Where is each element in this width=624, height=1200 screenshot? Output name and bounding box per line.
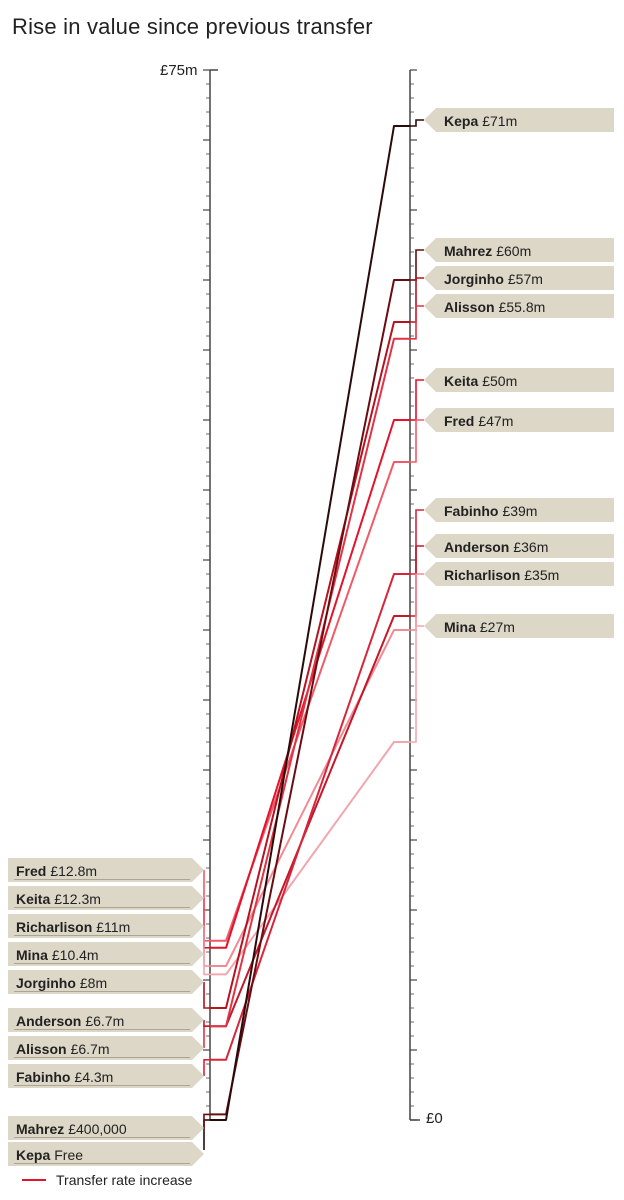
player-name: Mahrez: [444, 243, 492, 259]
figure: Rise in value since previous transfer £7…: [0, 0, 624, 1200]
chart-area: £75m £0 KepaFreeKepa£71mMahrez£400,000Ma…: [0, 60, 624, 1150]
to-label: Fred£47m: [436, 408, 614, 432]
to-label: Fabinho£39m: [436, 498, 614, 522]
player-name: Mina: [16, 947, 48, 963]
to-label: Alisson£55.8m: [436, 294, 614, 318]
legend: Transfer rate increase: [22, 1172, 192, 1188]
from-value: £12.8m: [50, 863, 97, 879]
from-value: £6.7m: [85, 1013, 124, 1029]
from-value: £8m: [80, 975, 107, 991]
from-label: KepaFree: [8, 1142, 192, 1166]
to-label: Kepa£71m: [436, 108, 614, 132]
from-value: £6.7m: [71, 1041, 110, 1057]
player-name: Alisson: [16, 1041, 67, 1057]
player-name: Fred: [16, 863, 46, 879]
from-label: Jorginho£8m: [8, 970, 192, 994]
player-name: Anderson: [16, 1013, 81, 1029]
from-label: Fred£12.8m: [8, 858, 192, 882]
player-name: Kepa: [16, 1147, 50, 1163]
legend-swatch: [22, 1179, 46, 1181]
from-value: £400,000: [68, 1121, 126, 1137]
to-label: Mahrez£60m: [436, 238, 614, 262]
from-label: Keita£12.3m: [8, 886, 192, 910]
from-label: Mahrez£400,000: [8, 1116, 192, 1140]
from-label: Richarlison£11m: [8, 914, 192, 938]
to-value: £55.8m: [499, 299, 546, 315]
player-name: Richarlison: [16, 919, 92, 935]
chart-title: Rise in value since previous transfer: [12, 14, 373, 40]
to-value: £36m: [513, 539, 548, 555]
to-value: £57m: [508, 271, 543, 287]
from-label: Alisson£6.7m: [8, 1036, 192, 1060]
player-name: Richarlison: [444, 567, 520, 583]
player-name: Mahrez: [16, 1121, 64, 1137]
player-name: Alisson: [444, 299, 495, 315]
from-value: £4.3m: [74, 1069, 113, 1085]
to-label: Richarlison£35m: [436, 562, 614, 586]
player-name: Fabinho: [16, 1069, 70, 1085]
to-value: £60m: [496, 243, 531, 259]
from-value: £10.4m: [52, 947, 99, 963]
to-value: £39m: [502, 503, 537, 519]
player-name: Anderson: [444, 539, 509, 555]
from-label: Anderson£6.7m: [8, 1008, 192, 1032]
player-name: Mina: [444, 619, 476, 635]
to-value: £35m: [524, 567, 559, 583]
to-value: £71m: [482, 113, 517, 129]
from-label: Fabinho£4.3m: [8, 1064, 192, 1088]
axis-min-label: £0: [426, 1110, 443, 1127]
from-value: Free: [54, 1147, 83, 1163]
to-label: Mina£27m: [436, 614, 614, 638]
axis-max-label: £75m: [160, 62, 198, 79]
player-name: Fabinho: [444, 503, 498, 519]
from-label: Mina£10.4m: [8, 942, 192, 966]
legend-text: Transfer rate increase: [56, 1172, 192, 1188]
to-value: £27m: [480, 619, 515, 635]
player-name: Jorginho: [444, 271, 504, 287]
from-value: £12.3m: [54, 891, 101, 907]
player-name: Keita: [444, 373, 478, 389]
player-name: Fred: [444, 413, 474, 429]
player-name: Kepa: [444, 113, 478, 129]
from-value: £11m: [96, 919, 130, 935]
to-label: Keita£50m: [436, 368, 614, 392]
player-name: Jorginho: [16, 975, 76, 991]
to-label: Anderson£36m: [436, 534, 614, 558]
to-value: £47m: [478, 413, 513, 429]
to-value: £50m: [482, 373, 517, 389]
to-label: Jorginho£57m: [436, 266, 614, 290]
player-name: Keita: [16, 891, 50, 907]
